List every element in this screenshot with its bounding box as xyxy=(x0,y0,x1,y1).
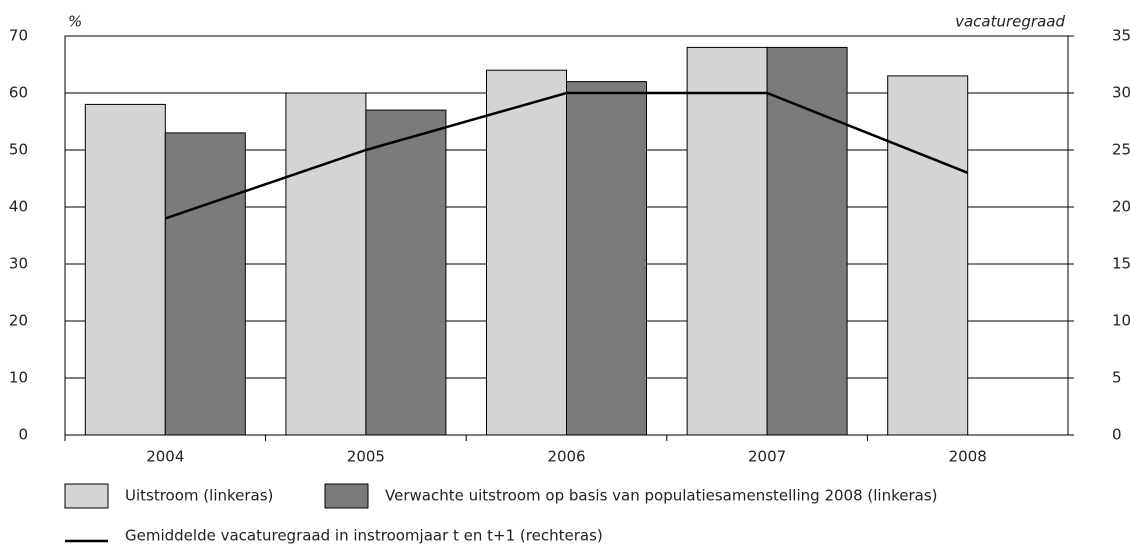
legend-label: Uitstroom (linkeras) xyxy=(125,487,273,505)
y2-tick-label: 25 xyxy=(1112,141,1130,159)
y-axis-label: % xyxy=(68,13,82,31)
y-tick-label: 20 xyxy=(9,312,28,330)
bar xyxy=(486,69,567,436)
x-tick-label: 2006 xyxy=(547,448,585,466)
y-tick-label: 70 xyxy=(9,27,28,45)
y-tick-label: 0 xyxy=(18,426,28,444)
y-tick-label: 60 xyxy=(9,84,28,102)
line xyxy=(164,91,969,220)
y-tick-label: 30 xyxy=(9,255,28,273)
y2-tick-label: 20 xyxy=(1112,198,1130,216)
legend-swatch xyxy=(324,483,369,509)
bar xyxy=(766,46,848,436)
y-tick-label: 40 xyxy=(9,198,28,216)
legend-label: Gemiddelde vacaturegraad in instroomjaar… xyxy=(125,527,603,545)
y2-tick-label: 15 xyxy=(1112,255,1130,273)
bar xyxy=(686,46,768,436)
bar xyxy=(285,92,367,436)
x-tick-label: 2004 xyxy=(146,448,184,466)
y2-tick-label: 10 xyxy=(1112,312,1130,330)
x-tick-label: 2008 xyxy=(949,448,987,466)
x-tick-label: 2007 xyxy=(748,448,786,466)
bar xyxy=(365,109,447,436)
bar xyxy=(887,75,969,436)
y-tick-label: 50 xyxy=(9,141,28,159)
y2-tick-label: 35 xyxy=(1112,27,1130,45)
bar xyxy=(164,132,246,436)
x-tick-label: 2005 xyxy=(347,448,385,466)
bar xyxy=(84,103,166,436)
y2-tick-label: 0 xyxy=(1112,426,1122,444)
legend-label: Verwachte uitstroom op basis van populat… xyxy=(385,487,937,505)
y-tick-label: 10 xyxy=(9,369,28,387)
bar xyxy=(566,81,647,436)
y2-tick-label: 30 xyxy=(1112,84,1130,102)
y2-tick-label: 5 xyxy=(1112,369,1122,387)
legend-swatch xyxy=(64,483,109,509)
y2-axis-label: vacaturegraad xyxy=(955,13,1065,31)
